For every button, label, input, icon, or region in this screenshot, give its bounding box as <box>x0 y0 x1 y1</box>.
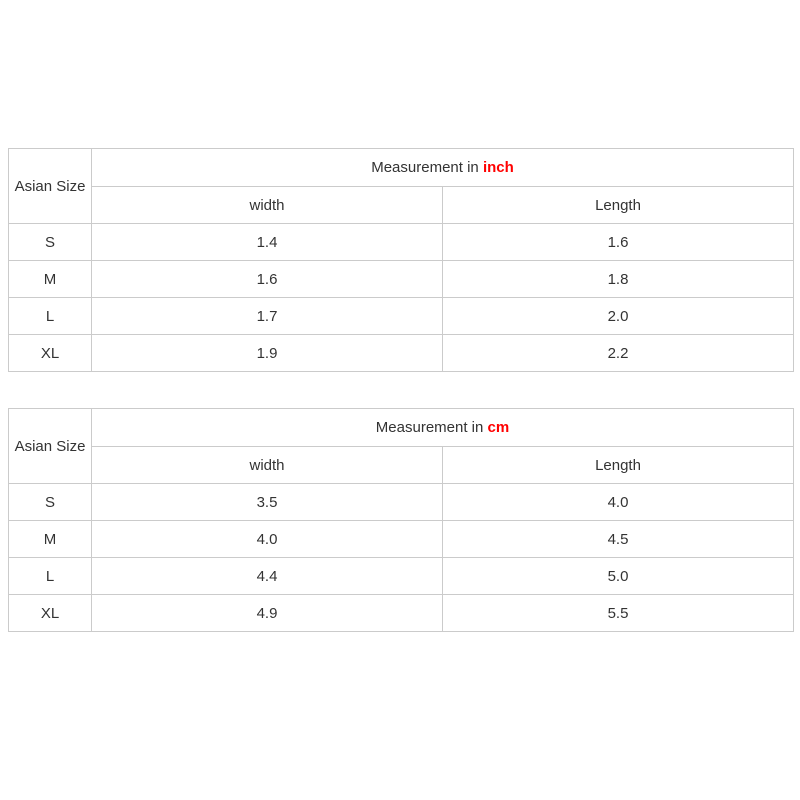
size-table-inch: Asian Size Measurement in inch width Len… <box>8 148 795 372</box>
column-header-length: Length <box>441 446 795 484</box>
length-value: 2.0 <box>441 297 795 335</box>
width-value: 1.9 <box>91 334 443 372</box>
title-prefix: Measurement in <box>371 159 479 176</box>
size-table-cm: Asian Size Measurement in cm width Lengt… <box>8 408 795 632</box>
width-value: 1.4 <box>91 223 443 261</box>
length-value: 1.6 <box>441 223 795 261</box>
table-row-s: S 3.5 4.0 <box>8 483 795 521</box>
size-label: XL <box>8 334 92 372</box>
table-title-cm: Measurement in cm <box>90 408 795 447</box>
corner-label-asian-size: Asian Size <box>8 148 92 224</box>
column-header-length: Length <box>441 186 795 224</box>
table-row-s: S 1.4 1.6 <box>8 223 795 261</box>
width-value: 4.0 <box>91 520 443 558</box>
title-prefix: Measurement in <box>375 419 484 436</box>
size-label: L <box>8 557 92 595</box>
size-label: M <box>8 520 92 558</box>
width-value: 4.4 <box>91 557 443 595</box>
size-label: L <box>8 297 92 335</box>
table-row-xl: XL 1.9 2.2 <box>8 334 795 372</box>
unit-label-cm: cm <box>487 419 510 436</box>
table-row-l: L 4.4 5.0 <box>8 557 795 595</box>
unit-label-inch: inch <box>482 159 514 176</box>
table-row-xl: XL 4.9 5.5 <box>8 594 795 632</box>
length-value: 4.0 <box>441 483 795 521</box>
corner-label-asian-size: Asian Size <box>8 408 92 484</box>
length-value: 5.5 <box>441 594 795 632</box>
width-value: 1.7 <box>91 297 443 335</box>
table-title-inch: Measurement in inch <box>90 148 795 187</box>
length-value: 2.2 <box>441 334 795 372</box>
width-value: 4.9 <box>91 594 443 632</box>
width-value: 1.6 <box>91 260 443 298</box>
size-label: XL <box>8 594 92 632</box>
length-value: 1.8 <box>441 260 795 298</box>
size-label: S <box>8 223 92 261</box>
column-header-width: width <box>91 446 443 484</box>
column-header-width: width <box>91 186 443 224</box>
width-value: 3.5 <box>91 483 443 521</box>
table-row-m: M 1.6 1.8 <box>8 260 795 298</box>
length-value: 4.5 <box>441 520 795 558</box>
size-label: M <box>8 260 92 298</box>
table-row-l: L 1.7 2.0 <box>8 297 795 335</box>
length-value: 5.0 <box>441 557 795 595</box>
table-row-m: M 4.0 4.5 <box>8 520 795 558</box>
size-label: S <box>8 483 92 521</box>
